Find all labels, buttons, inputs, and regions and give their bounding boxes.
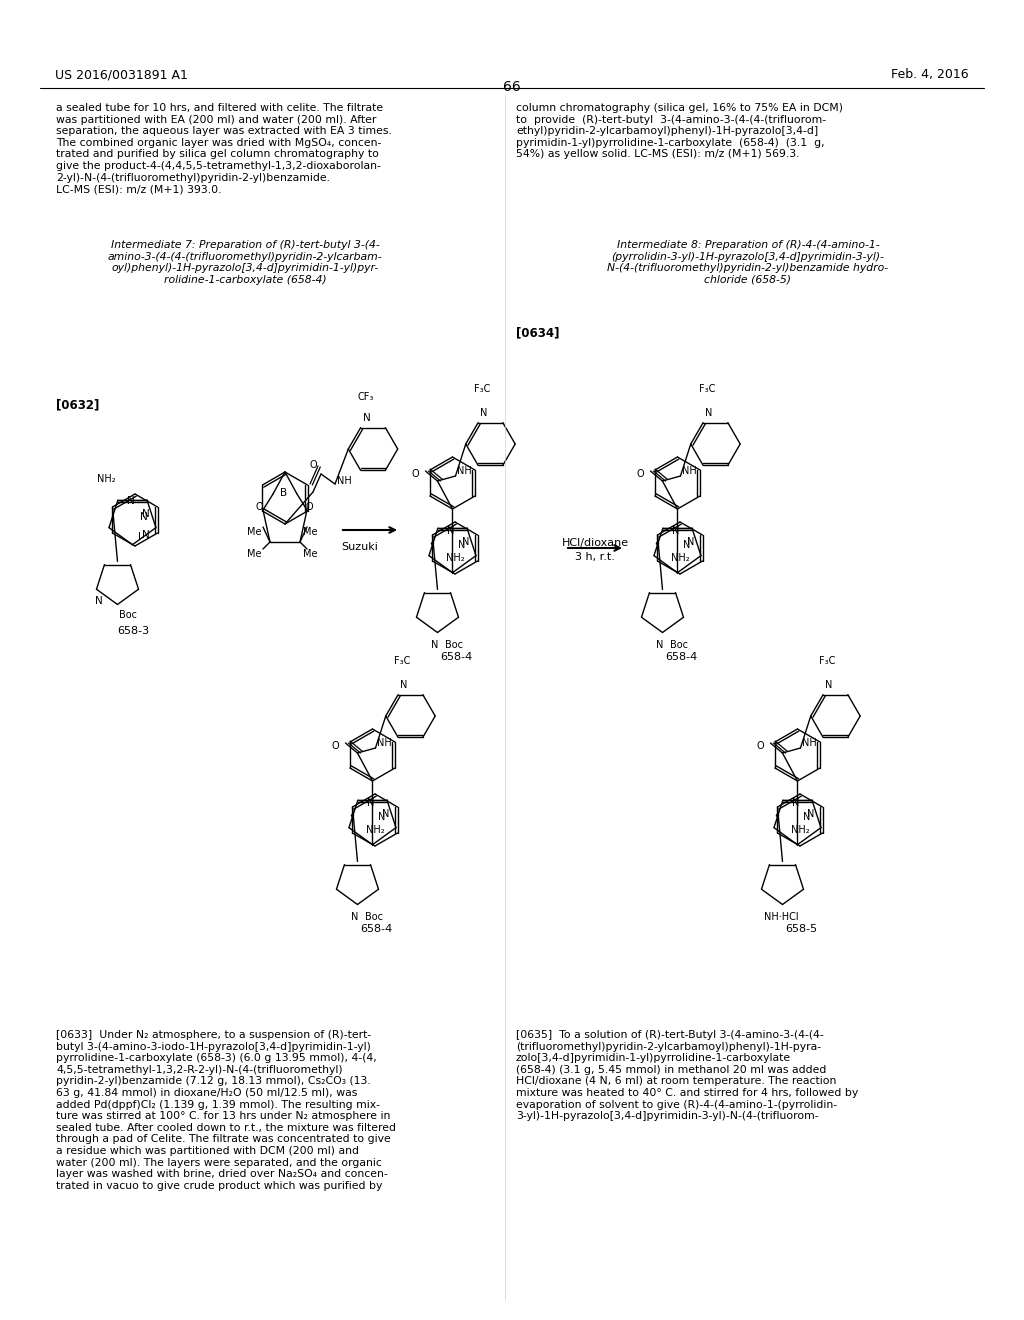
Text: N: N [95,597,103,606]
Text: NH: NH [803,738,817,748]
Text: O: O [412,469,419,479]
Text: N: N [459,540,466,550]
Text: F₃C: F₃C [819,656,836,667]
Text: NH₂: NH₂ [671,553,689,564]
Text: Boc: Boc [366,912,383,923]
Text: N: N [379,812,386,822]
Text: N: N [367,799,375,808]
Text: N: N [382,809,389,818]
Text: N: N [140,512,148,521]
Text: N: N [142,529,150,540]
Text: N: N [672,525,679,536]
Text: 66: 66 [503,81,521,94]
Text: O: O [255,502,262,512]
Text: Boc: Boc [120,610,137,620]
Text: N: N [706,408,713,418]
Text: NH·HCl: NH·HCl [765,912,799,923]
Text: US 2016/0031891 A1: US 2016/0031891 A1 [55,69,187,81]
Text: N: N [400,680,408,690]
Text: NH₂: NH₂ [97,474,116,484]
Text: N: N [804,812,811,822]
Text: N: N [362,413,371,422]
Text: Boc: Boc [445,640,464,651]
Text: column chromatography (silica gel, 16% to 75% EA in DCM)
to  provide  (R)-tert-b: column chromatography (silica gel, 16% t… [516,103,843,160]
Text: F₃C: F₃C [474,384,490,395]
Text: Me: Me [247,527,261,537]
Text: [0633]  Under N₂ atmosphere, to a suspension of (R)-tert-
butyl 3-(4-amino-3-iod: [0633] Under N₂ atmosphere, to a suspens… [56,1030,396,1191]
Text: NH: NH [682,466,697,477]
Text: 658-4: 658-4 [360,924,392,935]
Text: CF₃: CF₃ [358,392,375,403]
Text: N: N [351,912,358,923]
Text: [0634]: [0634] [516,326,559,339]
Text: N: N [656,640,664,651]
Text: HCl/dioxane: HCl/dioxane [561,539,629,548]
Text: N: N [807,809,814,818]
Text: [0635]  To a solution of (R)-tert-Butyl 3-(4-amino-3-(4-(4-
(trifluoromethyl)pyr: [0635] To a solution of (R)-tert-Butyl 3… [516,1030,858,1121]
Text: NH: NH [378,738,392,748]
Text: O: O [305,502,312,512]
Text: Me: Me [303,549,317,558]
Text: 658-3: 658-3 [117,627,150,636]
Text: N: N [141,510,150,519]
Text: F₃C: F₃C [394,656,411,667]
Text: O: O [757,741,764,751]
Text: B: B [280,488,287,498]
Text: [0632]: [0632] [56,399,99,411]
Text: N: N [447,525,455,536]
Text: Me: Me [247,549,261,558]
Text: N: N [792,799,800,808]
Text: 658-4: 658-4 [665,652,697,663]
Text: N: N [686,537,694,546]
Text: O: O [332,741,339,751]
Text: NH: NH [458,466,472,477]
Text: NH₂: NH₂ [366,825,384,836]
Text: N: N [480,408,487,418]
Text: O: O [637,469,644,479]
Text: N: N [462,537,469,546]
Text: Feb. 4, 2016: Feb. 4, 2016 [891,69,969,81]
Text: NH: NH [337,477,352,486]
Text: O: O [309,459,316,470]
Text: Intermediate 8: Preparation of (R)-4-(4-amino-1-
(pyrrolidin-3-yl)-1H-pyrazolo[3: Intermediate 8: Preparation of (R)-4-(4-… [607,240,889,285]
Text: Intermediate 7: Preparation of (R)-tert-butyl 3-(4-
amino-3-(4-(4-(trifluorometh: Intermediate 7: Preparation of (R)-tert-… [108,240,382,285]
Text: F₃C: F₃C [699,384,716,395]
Text: Boc: Boc [671,640,688,651]
Text: I: I [138,532,141,543]
Text: Suzuki: Suzuki [342,543,379,552]
Text: N: N [825,680,833,690]
Text: N: N [127,496,135,506]
Text: NH₂: NH₂ [791,825,809,836]
Text: 658-4: 658-4 [440,652,472,663]
Text: 3 h, r.t.: 3 h, r.t. [575,552,615,562]
Text: N: N [683,540,691,550]
Text: Me: Me [303,527,317,537]
Text: 658-5: 658-5 [785,924,817,935]
Text: N: N [431,640,439,651]
Text: a sealed tube for 10 hrs, and filtered with celite. The filtrate
was partitioned: a sealed tube for 10 hrs, and filtered w… [56,103,392,194]
Text: NH₂: NH₂ [445,553,464,564]
